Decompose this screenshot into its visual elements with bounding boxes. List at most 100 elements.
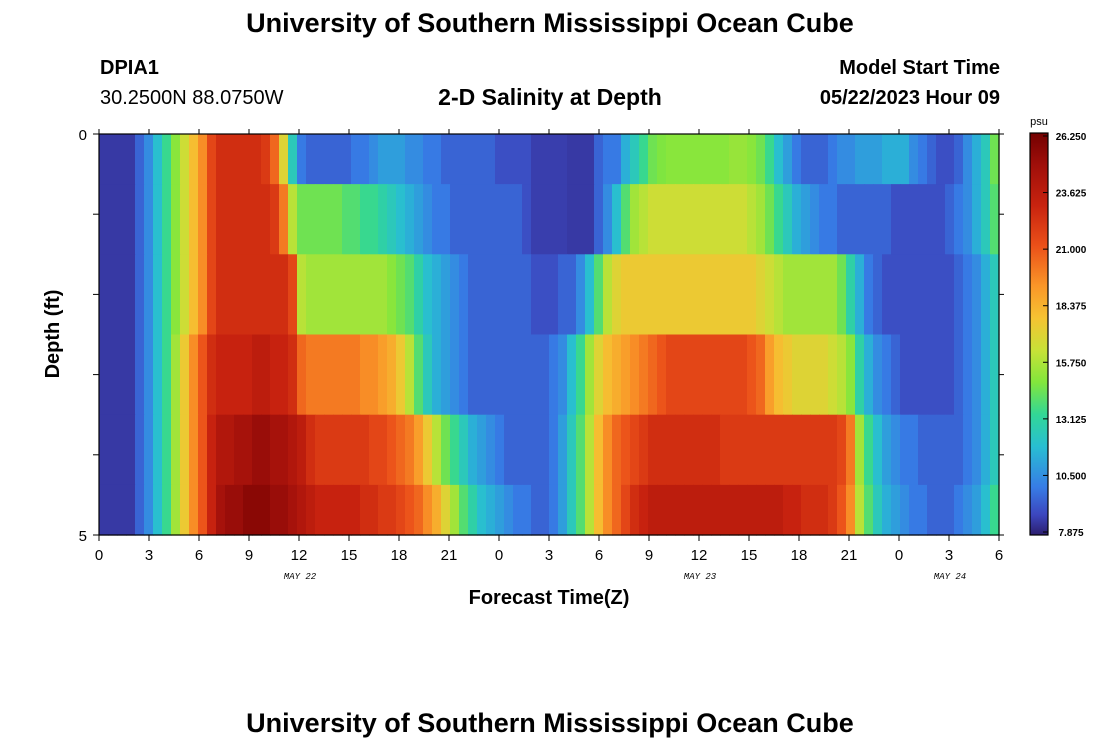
heatmap-cell	[180, 334, 190, 416]
heatmap-cell	[891, 134, 901, 185]
heatmap-cell	[180, 484, 190, 536]
heatmap-cell	[927, 334, 937, 416]
heatmap-cell	[558, 334, 568, 416]
heatmap-cell	[171, 484, 181, 536]
heatmap-cell	[693, 414, 703, 486]
heatmap-cell	[351, 184, 361, 255]
heatmap-cell	[990, 414, 1000, 486]
heatmap-cell	[585, 184, 595, 255]
heatmap-cell	[576, 334, 586, 416]
heatmap-cell	[990, 334, 1000, 416]
heatmap-cell	[783, 254, 793, 336]
heatmap-cell	[99, 254, 109, 336]
y-axis-label: Depth (ft)	[42, 290, 64, 379]
heatmap-cell	[873, 484, 883, 536]
heatmap-cell	[981, 414, 991, 486]
heatmap-cell	[234, 334, 244, 416]
heatmap-cell	[162, 484, 172, 536]
heatmap-cell	[540, 254, 550, 336]
heatmap-cell	[279, 414, 289, 486]
heatmap-cell	[180, 134, 190, 185]
heatmap-cell	[162, 334, 172, 416]
heatmap-cell	[243, 134, 253, 185]
heatmap-cell	[972, 484, 982, 536]
heatmap-cell	[432, 184, 442, 255]
heatmap-cell	[909, 134, 919, 185]
heatmap-cell	[288, 334, 298, 416]
heatmap-cell	[243, 254, 253, 336]
heatmap-cell	[576, 414, 586, 486]
heatmap-cell	[738, 334, 748, 416]
heatmap-cell	[270, 414, 280, 486]
heatmap-cell	[693, 334, 703, 416]
heatmap-cell	[585, 414, 595, 486]
heatmap-cell	[684, 134, 694, 185]
heatmap-cell	[531, 414, 541, 486]
heatmap-cell	[342, 414, 352, 486]
heatmap-cell	[711, 414, 721, 486]
heatmap-cell	[405, 134, 415, 185]
heatmap-cell	[576, 254, 586, 336]
heatmap-cell	[990, 254, 1000, 336]
plot-title: 2-D Salinity at Depth	[438, 84, 662, 110]
x-tick-label: 21	[441, 547, 458, 564]
heatmap-cell	[873, 134, 883, 185]
heatmap-cell	[837, 414, 847, 486]
heatmap-cell	[252, 484, 262, 536]
heatmap-cell	[522, 134, 532, 185]
heatmap-cell	[477, 414, 487, 486]
heatmap-cell	[630, 334, 640, 416]
heatmap-cell	[333, 334, 343, 416]
heatmap-cell	[531, 484, 541, 536]
heatmap-cell	[432, 254, 442, 336]
heatmap-cell	[837, 134, 847, 185]
heatmap-cell	[729, 184, 739, 255]
heatmap-cell	[738, 484, 748, 536]
heatmap-cell	[360, 334, 370, 416]
heatmap-cell	[585, 254, 595, 336]
heatmap-cell	[171, 184, 181, 255]
heatmap-cell	[918, 184, 928, 255]
heatmap-cell	[801, 134, 811, 185]
heatmap-cell	[981, 184, 991, 255]
heatmap-cell	[711, 254, 721, 336]
heatmap-cell	[387, 484, 397, 536]
heatmap-cell	[216, 484, 226, 536]
heatmap-cell	[837, 184, 847, 255]
heatmap-cell	[945, 484, 955, 536]
heatmap-cell	[405, 414, 415, 486]
heatmap-cell	[729, 334, 739, 416]
heatmap-cell	[261, 334, 271, 416]
heatmap-cell	[927, 484, 937, 536]
x-tick-label: 0	[95, 547, 103, 564]
heatmap-cell	[288, 414, 298, 486]
heatmap-cell	[666, 414, 676, 486]
heatmap-cell	[747, 254, 757, 336]
heatmap-cell	[693, 484, 703, 536]
heatmap-cell	[288, 134, 298, 185]
heatmap-cell	[846, 414, 856, 486]
footer-title: University of Southern Mississippi Ocean…	[246, 708, 854, 738]
heatmap-cell	[324, 334, 334, 416]
heatmap-cell	[171, 254, 181, 336]
heatmap-cell	[378, 184, 388, 255]
heatmap-cell	[477, 184, 487, 255]
heatmap-cell	[639, 134, 649, 185]
heatmap-cell	[810, 254, 820, 336]
colorbar: 26.250 23.625 21.000 18.375 15.750 13.125 10.5…	[1029, 132, 1087, 539]
heatmap-cell	[765, 254, 775, 336]
heatmap-cell	[531, 334, 541, 416]
heatmap-cell	[522, 184, 532, 255]
heatmap-cell	[756, 414, 766, 486]
heatmap-cell	[693, 134, 703, 185]
heatmap-cell	[351, 414, 361, 486]
heatmap-cell	[684, 254, 694, 336]
heatmap-cell	[765, 134, 775, 185]
heatmap-cell	[900, 184, 910, 255]
heatmap-cell	[954, 484, 964, 536]
colorbar-tick-label: 7.875	[1058, 528, 1083, 539]
heatmap-cell	[513, 414, 523, 486]
heatmap-cell	[126, 414, 136, 486]
heatmap-cell	[855, 134, 865, 185]
heatmap-cell	[909, 184, 919, 255]
